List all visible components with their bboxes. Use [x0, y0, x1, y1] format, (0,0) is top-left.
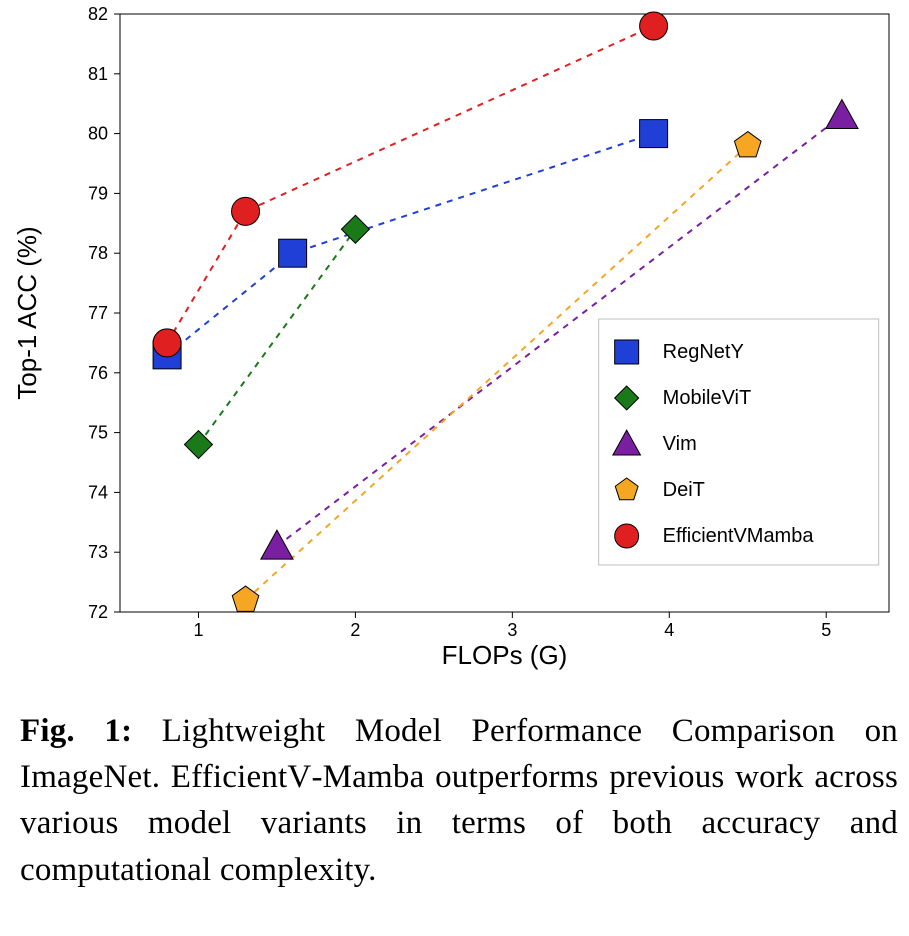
series-marker [640, 120, 668, 148]
svg-text:74: 74 [88, 482, 108, 502]
figure-caption: Fig. 1: Lightweight Model Performance Co… [20, 708, 898, 893]
svg-text:72: 72 [88, 602, 108, 622]
svg-text:73: 73 [88, 542, 108, 562]
svg-text:3: 3 [507, 620, 517, 640]
legend-label: MobileViT [663, 387, 752, 409]
svg-text:81: 81 [88, 64, 108, 84]
series-marker [279, 239, 307, 267]
series-marker [153, 329, 181, 357]
svg-text:Top-1 ACC (%): Top-1 ACC (%) [12, 226, 42, 399]
series-marker [640, 12, 668, 40]
svg-text:79: 79 [88, 183, 108, 203]
legend-marker [615, 524, 639, 548]
chart-area: 1 2 3 4 5 72 73 74 75 76 77 78 79 80 81 82 FLOPs (G) Top-… [0, 0, 909, 682]
svg-text:4: 4 [664, 620, 674, 640]
series-marker [232, 197, 260, 225]
performance-chart-svg: 1 2 3 4 5 72 73 74 75 76 77 78 79 80 81 82 FLOPs (G) Top-… [0, 0, 909, 682]
svg-text:FLOPs (G): FLOPs (G) [442, 640, 568, 670]
svg-text:82: 82 [88, 4, 108, 24]
svg-text:5: 5 [821, 620, 831, 640]
svg-text:80: 80 [88, 124, 108, 144]
legend-label: Vim [663, 433, 697, 455]
legend-label: EfficientVMamba [663, 525, 815, 547]
svg-text:2: 2 [350, 620, 360, 640]
legend-marker [615, 340, 639, 364]
svg-text:75: 75 [88, 423, 108, 443]
svg-text:1: 1 [193, 620, 203, 640]
figure-container: 1 2 3 4 5 72 73 74 75 76 77 78 79 80 81 82 FLOPs (G) Top-… [0, 0, 909, 936]
svg-text:78: 78 [88, 243, 108, 263]
legend-label: RegNetY [663, 341, 744, 363]
figure-caption-text: Lightweight Model Performance Comparison… [20, 713, 898, 888]
figure-label: Fig. 1: [20, 713, 132, 749]
svg-text:76: 76 [88, 363, 108, 383]
svg-text:77: 77 [88, 303, 108, 323]
legend-label: DeiT [663, 479, 705, 501]
